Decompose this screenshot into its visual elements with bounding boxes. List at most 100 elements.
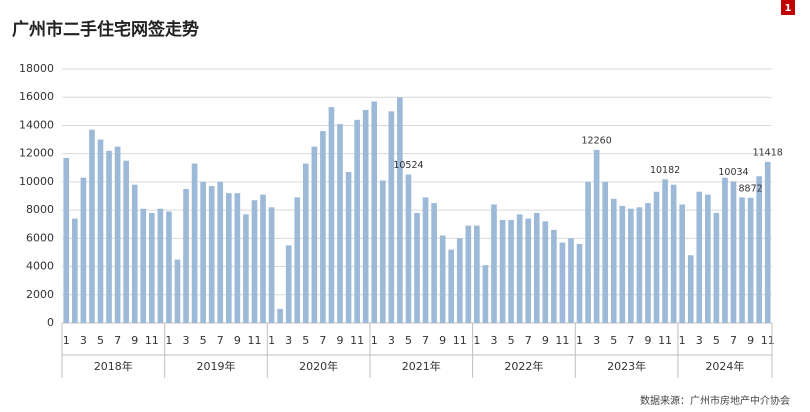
x-tick-label: 11 [350,334,364,347]
badge [781,0,795,15]
x-tick-label: 3 [183,334,190,347]
bar [619,205,626,323]
x-tick-label: 11 [761,334,775,347]
bar [645,203,651,323]
y-tick-label: 6000 [26,231,54,244]
badge-text: 1 [785,3,792,14]
bar [533,212,540,323]
x-tick-label: 7 [525,334,532,347]
y-tick-label: 12000 [19,147,54,160]
bar [174,259,181,323]
x-tick-label: 5 [302,334,309,347]
x-tick-label: 1 [63,334,70,347]
bar [157,208,164,323]
bar [439,235,446,323]
x-tick-label: 1 [473,334,480,347]
x-tick-label: 7 [114,334,121,347]
bar [414,212,420,323]
bar [123,160,129,323]
bar [337,124,343,324]
bar [362,109,369,323]
x-tick-label: 9 [542,334,549,347]
bar [89,129,95,323]
data-label: 10182 [650,165,680,176]
bar [508,219,514,323]
bar [191,163,198,323]
bar [568,238,574,323]
bar [585,181,591,323]
bar [628,208,634,323]
bar [345,172,352,323]
bar [474,225,480,323]
y-tick-label: 16000 [19,90,54,103]
bar [200,181,206,323]
bar [722,177,728,323]
y-tick-label: 0 [47,316,54,329]
bar [465,225,472,323]
x-tick-label: 11 [658,334,672,347]
bar [260,194,266,323]
bar [106,150,112,323]
x-tick-label: 9 [131,334,138,347]
x-tick-label: 11 [453,334,467,347]
x-tick-label: 5 [200,334,207,347]
bar [243,214,249,323]
y-tick-label: 2000 [26,288,54,301]
x-tick-label: 7 [627,334,634,347]
bar [687,255,694,323]
year-label: 2019年 [196,359,235,373]
bar [379,180,386,323]
chart-title: 广州市二手住宅网签走势 [12,19,199,40]
x-tick-label: 1 [371,334,378,347]
x-tick-label: 9 [439,334,446,347]
y-tick-label: 10000 [19,175,54,188]
year-label: 2023年 [607,359,646,373]
bar [448,249,455,323]
x-tick-label: 7 [319,334,326,347]
x-tick-label: 1 [576,334,583,347]
x-tick-label: 11 [145,334,159,347]
year-label: 2024年 [705,359,744,373]
bar [80,177,87,323]
bar [679,204,686,323]
bar [114,146,121,323]
bar [456,238,463,323]
x-tick-label: 9 [747,334,754,347]
x-tick-label: 3 [593,334,600,347]
bar [268,207,275,323]
bar [431,203,437,323]
bar [499,219,506,323]
bar [551,229,557,323]
bar [371,101,378,323]
bar [217,181,224,323]
x-tick-label: 3 [80,334,87,347]
x-tick-label: 7 [422,334,429,347]
bar [131,184,138,323]
bar [730,181,737,323]
bar [525,218,532,323]
bar [747,197,754,323]
data-label: 8872 [739,183,763,194]
x-tick-label: 5 [508,334,515,347]
bar [285,245,292,323]
bar [140,208,147,323]
x-tick-label: 11 [555,334,569,347]
x-tick-label: 9 [234,334,241,347]
bar [516,214,523,323]
x-tick-label: 5 [405,334,412,347]
bar [653,191,660,323]
year-label: 2018年 [94,359,133,373]
x-tick-label: 7 [730,334,737,347]
data-label: 11418 [753,147,783,158]
x-tick-label: 1 [679,334,686,347]
bar [208,186,215,323]
bar [328,107,335,323]
bar [72,218,78,323]
y-tick-label: 4000 [26,260,54,273]
bar [397,97,403,323]
bar [294,197,301,323]
x-tick-label: 3 [285,334,292,347]
x-tick-label: 3 [490,334,497,347]
y-tick-label: 18000 [19,62,54,75]
